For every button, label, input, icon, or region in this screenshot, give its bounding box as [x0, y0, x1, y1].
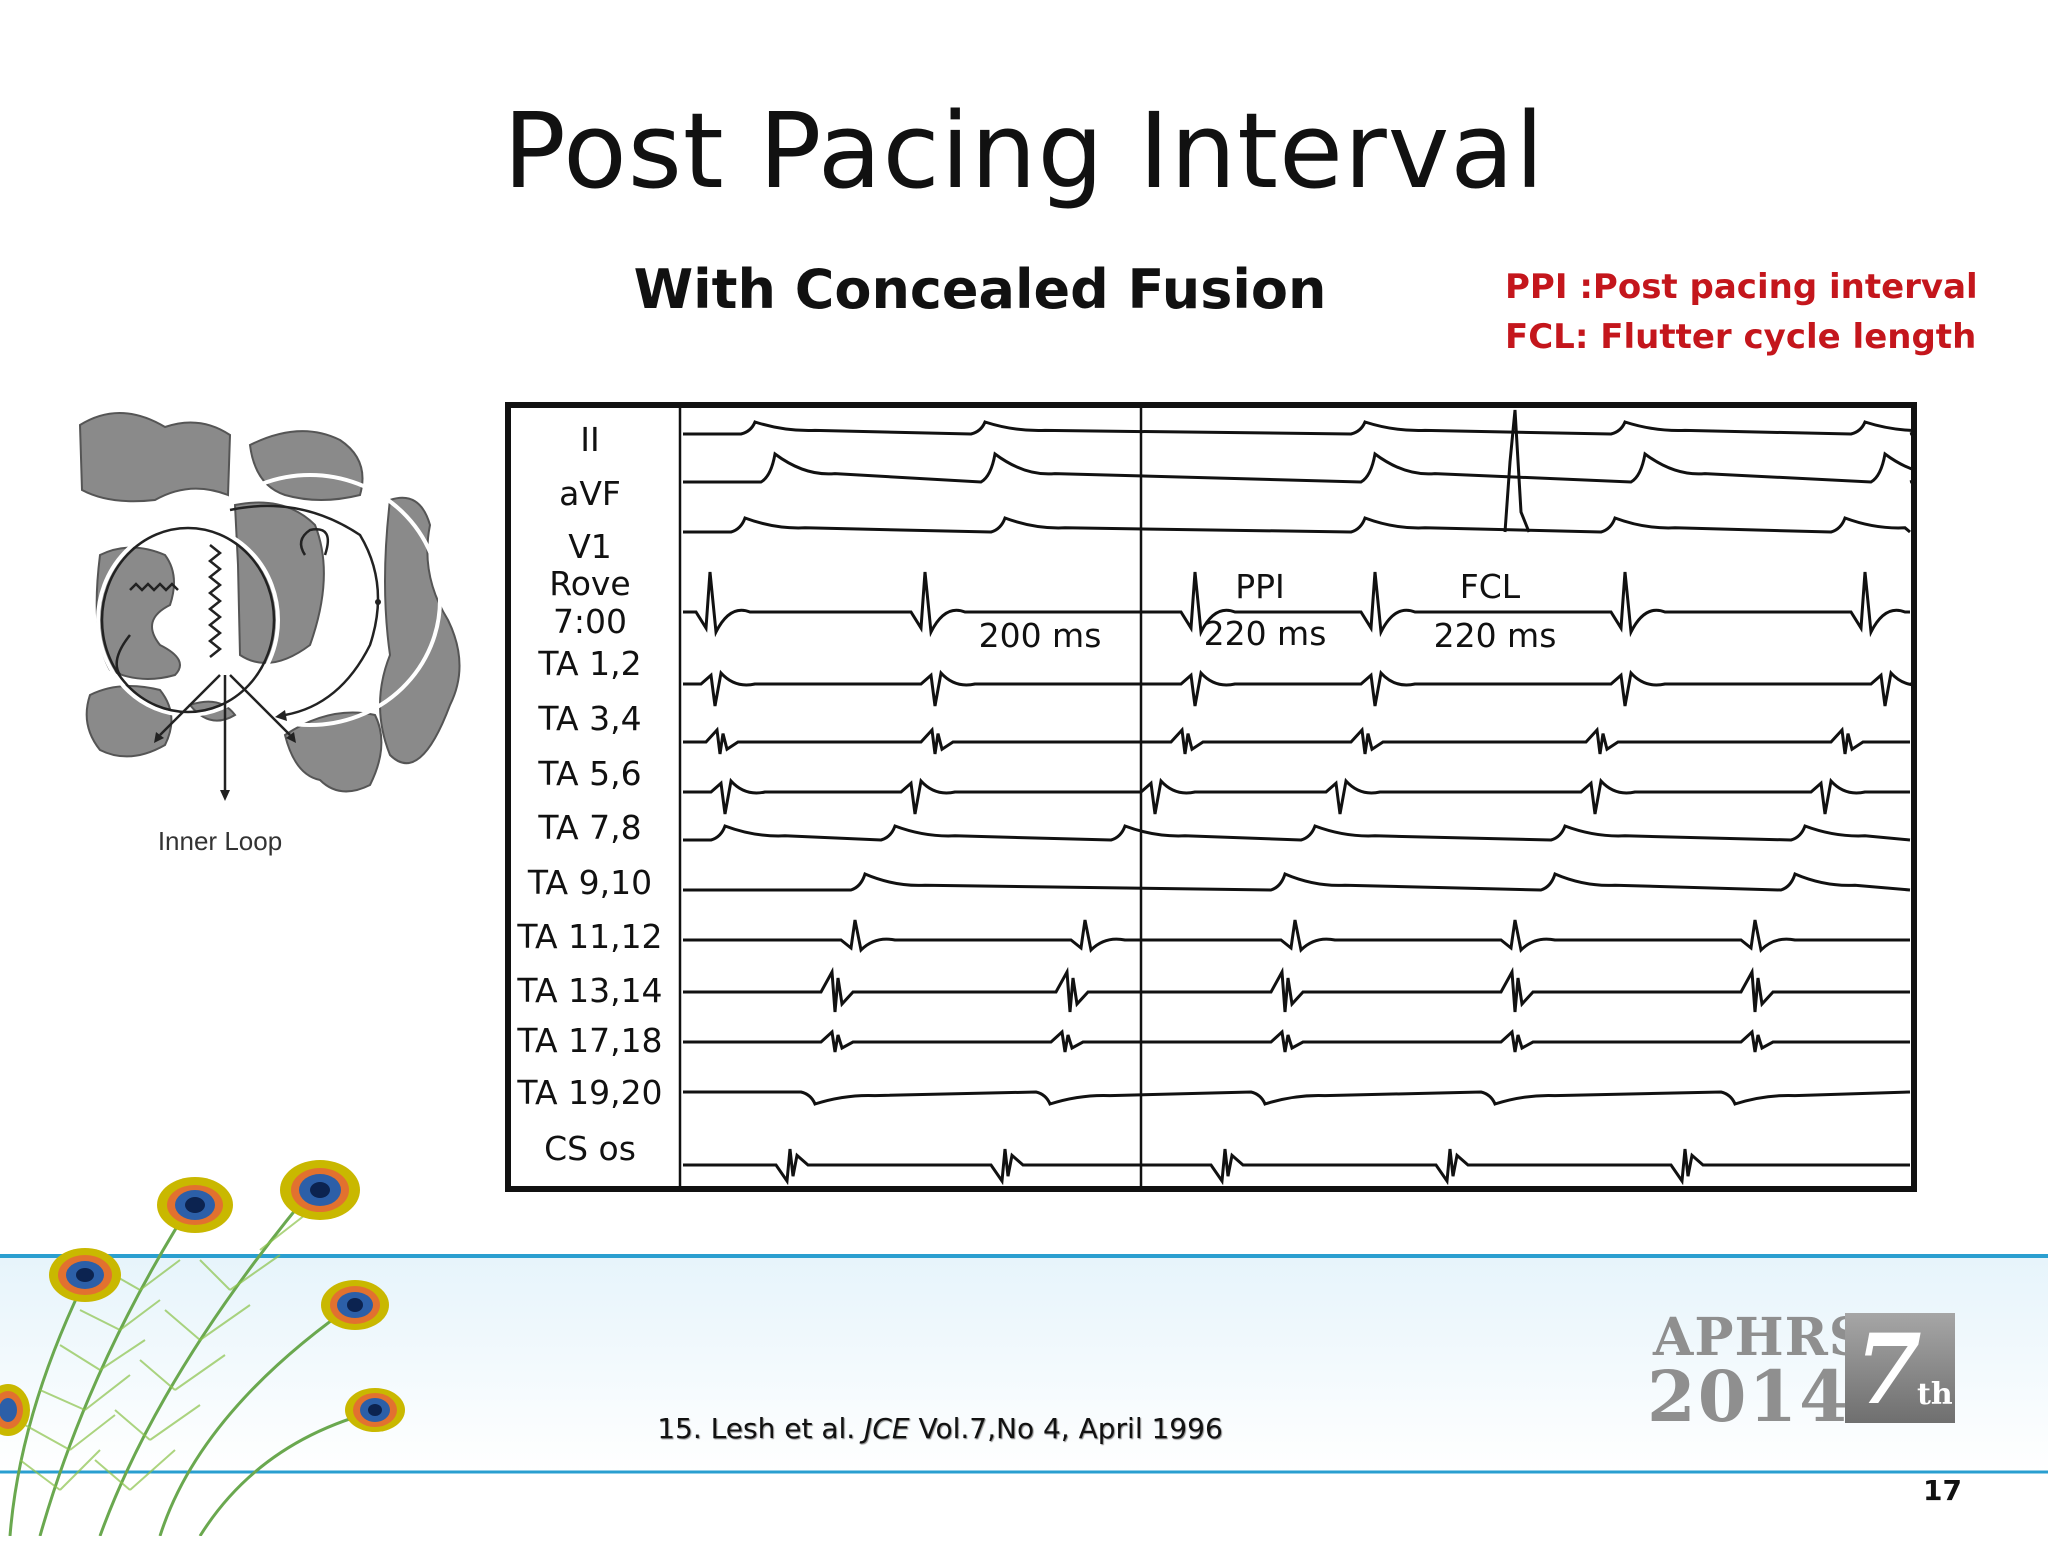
ecg-qrs-spike: [1503, 409, 1531, 533]
lead-label-ta-1-2: TA 1,2: [538, 644, 642, 683]
ecg-trace-8: [683, 871, 1911, 892]
ecg-trace-2: [683, 516, 1911, 534]
logo-text-year: 2014: [1647, 1355, 1850, 1438]
footer-band: [0, 1250, 2048, 1486]
ecg-trace-11: [683, 1029, 1910, 1053]
lead-label-ta-3-4: TA 3,4: [538, 699, 642, 738]
lead-label-ta-9-10: TA 9,10: [527, 863, 653, 902]
ppi-label: PPI: [1235, 567, 1285, 606]
lead-label-ta-13-14: TA 13,14: [517, 971, 663, 1010]
lead-label-ta-7-8: TA 7,8: [538, 808, 642, 847]
ecg-trace-4: [683, 669, 1917, 707]
page-number: 17: [1923, 1474, 1962, 1507]
lead-label-ta-11-12: TA 11,12: [517, 917, 663, 956]
definitions-box: PPI :Post pacing interval FCL: Flutter c…: [1505, 262, 1978, 362]
citation-authors: 15. Lesh et al.: [657, 1412, 856, 1445]
lead-label-cs-os: CS os: [544, 1129, 636, 1168]
aphrs-logo: APHRS 2014 7 th: [1645, 1305, 1965, 1438]
ecg-tracing-svg: [505, 402, 1917, 1192]
diagram-caption: Inner Loop: [157, 826, 283, 856]
ecg-trace-3: [683, 571, 1910, 638]
lead-label-ta-17-18: TA 17,18: [517, 1021, 663, 1060]
ecg-tracing-panel: II aVF V1 Rove 7:00 TA 1,2 TA 3,4 TA 5,6…: [505, 402, 1917, 1192]
lead-label-ii: II: [580, 420, 600, 459]
citation: 15. Lesh et al. JCE Vol.7,No 4, April 19…: [600, 1412, 1280, 1445]
logo-edition-suffix: th: [1917, 1377, 1953, 1412]
interval-200ms-label: 200 ms: [978, 616, 1102, 655]
ppi-value-label: 220 ms: [1203, 614, 1327, 653]
ecg-trace-10: [683, 966, 1910, 1013]
fcl-value-label: 220 ms: [1433, 616, 1557, 655]
ecg-trace-0: [683, 420, 1917, 436]
definition-fcl: FCL: Flutter cycle length: [1505, 317, 1977, 357]
ecg-trace-6: [683, 777, 1910, 815]
ecg-trace-5: [683, 726, 1910, 755]
slide-title: Post Pacing Interval: [503, 90, 1545, 212]
ecg-trace-7: [683, 824, 1911, 842]
ecg-trace-1: [683, 451, 1917, 484]
slide-subtitle: With Concealed Fusion: [633, 258, 1327, 321]
ecg-trace-12: [683, 1090, 1911, 1106]
lead-label-ta-19-20: TA 19,20: [517, 1073, 663, 1112]
lead-label-rove: Rove: [549, 564, 631, 603]
logo-text-aphrs: APHRS: [1653, 1307, 1868, 1368]
lead-label-v1: V1: [568, 527, 612, 566]
ecg-trace-13: [683, 1148, 1910, 1186]
citation-details: Vol.7,No 4, April 1996: [918, 1412, 1223, 1445]
logo-badge: [1845, 1313, 1955, 1423]
lead-label-ta-5-6: TA 5,6: [538, 754, 642, 793]
peacock-feathers-decoration: [0, 1110, 420, 1537]
lead-label-rove-position: 7:00: [552, 602, 628, 641]
citation-journal: JCE: [864, 1412, 910, 1445]
definition-ppi: PPI :Post pacing interval: [1505, 267, 1978, 307]
fcl-label: FCL: [1459, 567, 1521, 606]
logo-edition-number: 7: [1855, 1313, 1922, 1426]
ecg-trace-9: [683, 919, 1910, 954]
lead-label-avf: aVF: [559, 474, 621, 513]
atrial-loop-diagram: [70, 405, 485, 805]
